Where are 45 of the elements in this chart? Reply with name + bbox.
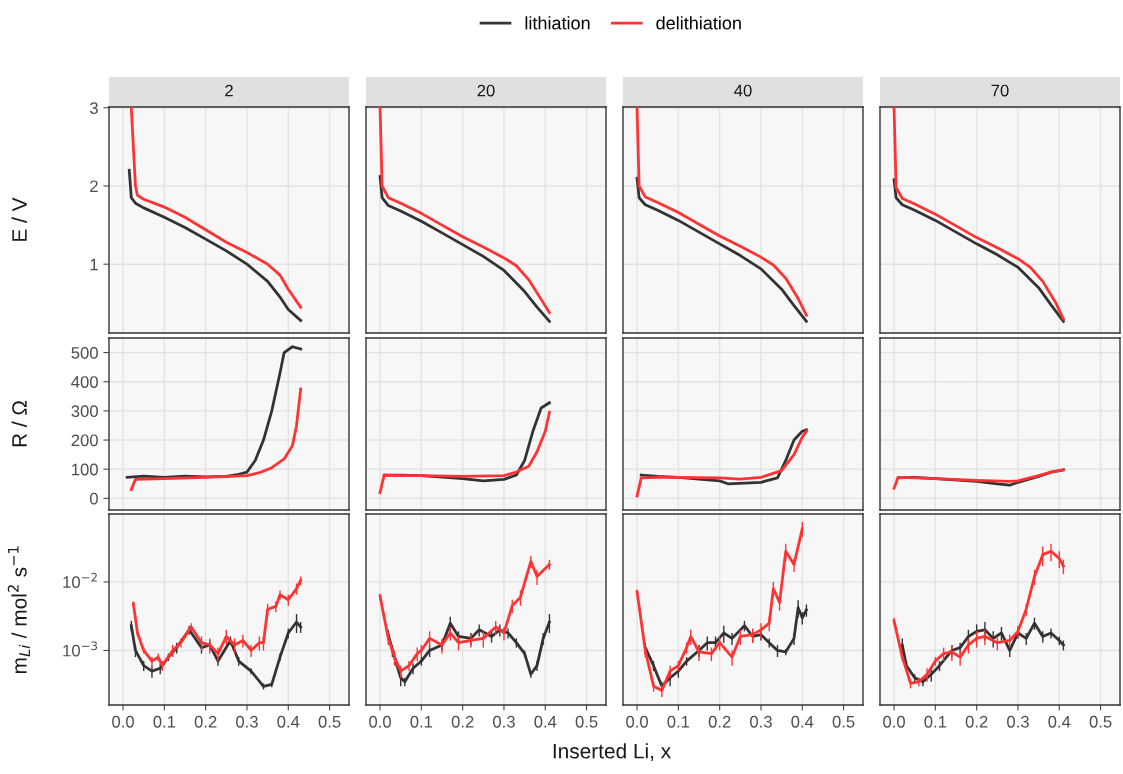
y-tick-label: 10$^{−3}$ [63,641,98,657]
y-tick-label: 100 [72,463,98,476]
x-tick-label: 0.1 [410,715,433,728]
x-tick-label: 0.5 [575,715,598,728]
x-tick-label: 0.0 [112,715,134,728]
y-tick-label: 0 [89,492,98,505]
chart-title: 40 [734,84,752,97]
y-axis-title: m$_{Li}$ / mol$^{2}$ s$^{−1}$ [7,546,30,674]
x-tick-label: 0.3 [236,715,258,728]
x-tick-label: 0.4 [534,715,557,728]
y-tick-label: 3 [89,102,98,114]
x-tick-label: 0.3 [750,715,772,728]
y-axis-title: E / V [11,197,27,241]
x-tick-label: 0.1 [153,715,176,728]
x-tick-label: 0.0 [883,715,905,728]
x-tick-label: 0.1 [924,715,947,728]
chart-title: 2 [225,84,233,97]
x-tick-label: 0.2 [451,715,474,728]
y-tick-label: 400 [71,376,98,388]
x-tick-label: 0.0 [369,715,391,728]
x-tick-label: 0.5 [318,715,341,728]
x-tick-label: 0.0 [626,715,648,728]
y-tick-label: 500 [71,346,98,359]
x-tick-label: 0.2 [194,715,217,728]
x-tick-label: 0.3 [1007,715,1029,728]
chart-title: 70 [991,84,1009,97]
y-tick-label: 200 [71,434,98,447]
x-tick-label: 0.4 [277,715,300,728]
y-tick-label: 10$^{−2}$ [63,572,97,588]
y-tick-label: 300 [71,405,98,418]
x-tick-label: 0.5 [832,715,855,728]
x-tick-label: 0.4 [1048,715,1071,728]
y-tick-label: 2 [90,180,98,193]
legend-label: delithiation [656,16,741,30]
x-tick-label: 0.3 [493,715,515,728]
x-tick-label: 0.4 [791,715,814,728]
x-axis-title: Inserted Li, x [553,743,671,761]
legend-label: lithiation [525,16,590,30]
x-tick-label: 0.2 [965,715,988,728]
x-tick-label: 0.5 [1089,715,1112,728]
x-tick-label: 0.2 [708,715,731,728]
chart-title: 20 [477,84,495,97]
y-tick-label: 1 [90,258,98,271]
x-tick-label: 0.1 [667,715,690,728]
y-axis-title: R / Ω [11,400,27,447]
